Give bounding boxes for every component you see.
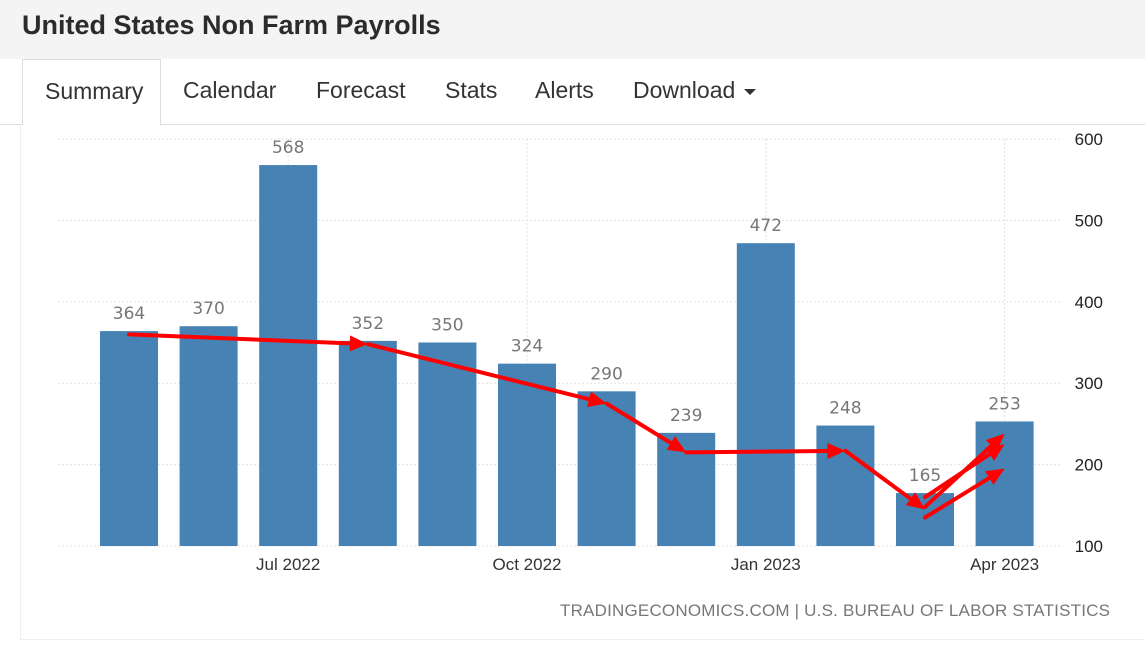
value-label: 568 (272, 138, 304, 158)
y-tick-label: 400 (1075, 293, 1103, 312)
bar (498, 363, 556, 546)
bar (100, 331, 158, 546)
trend-arrow-line (127, 332, 352, 346)
x-tick-label: Oct 2022 (493, 555, 562, 574)
trend-arrow-line (923, 443, 994, 509)
y-axis-ticks: 100 200 300 400 500 600 (1075, 130, 1103, 556)
trend-arrow-line (843, 448, 913, 501)
value-label: 350 (431, 316, 463, 336)
y-tick-label: 100 (1075, 537, 1103, 556)
y-tick-label: 200 (1075, 456, 1103, 475)
x-tick-label: Jan 2023 (731, 555, 801, 574)
page-title: United States Non Farm Payrolls (22, 10, 441, 40)
bar (736, 243, 795, 546)
value-labels: 364 370 568 352 350 324 290 239 472 248 165 253 (113, 138, 1021, 486)
y-tick-label: 300 (1075, 374, 1103, 393)
bar (259, 165, 318, 546)
bar (975, 421, 1034, 546)
trend-arrow-head (666, 436, 687, 453)
value-label: 253 (988, 394, 1020, 414)
value-label: 364 (113, 304, 145, 324)
value-label: 324 (511, 337, 543, 357)
tab-download[interactable]: Download (633, 59, 757, 124)
bar (816, 425, 875, 546)
chart-panel (20, 124, 1145, 640)
trend-arrow-head (587, 391, 607, 407)
x-axis-ticks: Jul 2022 Oct 2022 Jan 2023 Apr 2023 (256, 555, 1039, 574)
page-header: United States Non Farm Payrolls (0, 0, 1145, 60)
value-label: 370 (192, 299, 224, 319)
trend-arrow-line (604, 401, 673, 445)
x-tick-label: Jul 2022 (256, 555, 320, 574)
tab-stats[interactable]: Stats (445, 77, 498, 103)
grid-lines (58, 138, 1060, 547)
value-label: 472 (750, 216, 782, 236)
value-label: 248 (829, 399, 861, 419)
trend-arrow-line (923, 476, 992, 520)
source-credit: TRADINGECONOMICS.COM | U.S. BUREAU OF LA… (560, 601, 1111, 620)
bars (100, 165, 1034, 546)
bar (657, 432, 716, 546)
tab-calendar[interactable]: Calendar (183, 77, 277, 103)
trend-arrow-line (684, 448, 830, 455)
trend-arrow-head (985, 433, 1005, 452)
y-tick-label: 600 (1075, 130, 1103, 149)
tab-alerts[interactable]: Alerts (535, 77, 594, 103)
x-tick-label: Apr 2023 (970, 555, 1039, 574)
bar (418, 342, 477, 546)
value-label: 165 (909, 466, 941, 486)
y-tick-label: 500 (1075, 211, 1103, 230)
caret-down-icon (744, 88, 757, 95)
bar (896, 493, 954, 546)
trend-arrow-head (827, 442, 846, 459)
tab-bar: Summary Calendar Forecast Stats Alerts D… (0, 59, 1145, 126)
trend-arrow-line (365, 342, 592, 402)
bar (338, 340, 397, 546)
value-label: 352 (352, 314, 384, 334)
tab-download-label: Download (633, 77, 736, 103)
value-label: 239 (670, 406, 702, 426)
trend-arrow-head (905, 492, 925, 510)
tab-forecast[interactable]: Forecast (316, 77, 406, 103)
bar (179, 326, 238, 546)
value-label: 290 (590, 364, 622, 384)
trend-arrow-head (349, 335, 368, 352)
tab-summary[interactable]: Summary (22, 59, 161, 126)
trend-arrow-head (985, 468, 1005, 485)
trend-arrows (127, 332, 1005, 520)
